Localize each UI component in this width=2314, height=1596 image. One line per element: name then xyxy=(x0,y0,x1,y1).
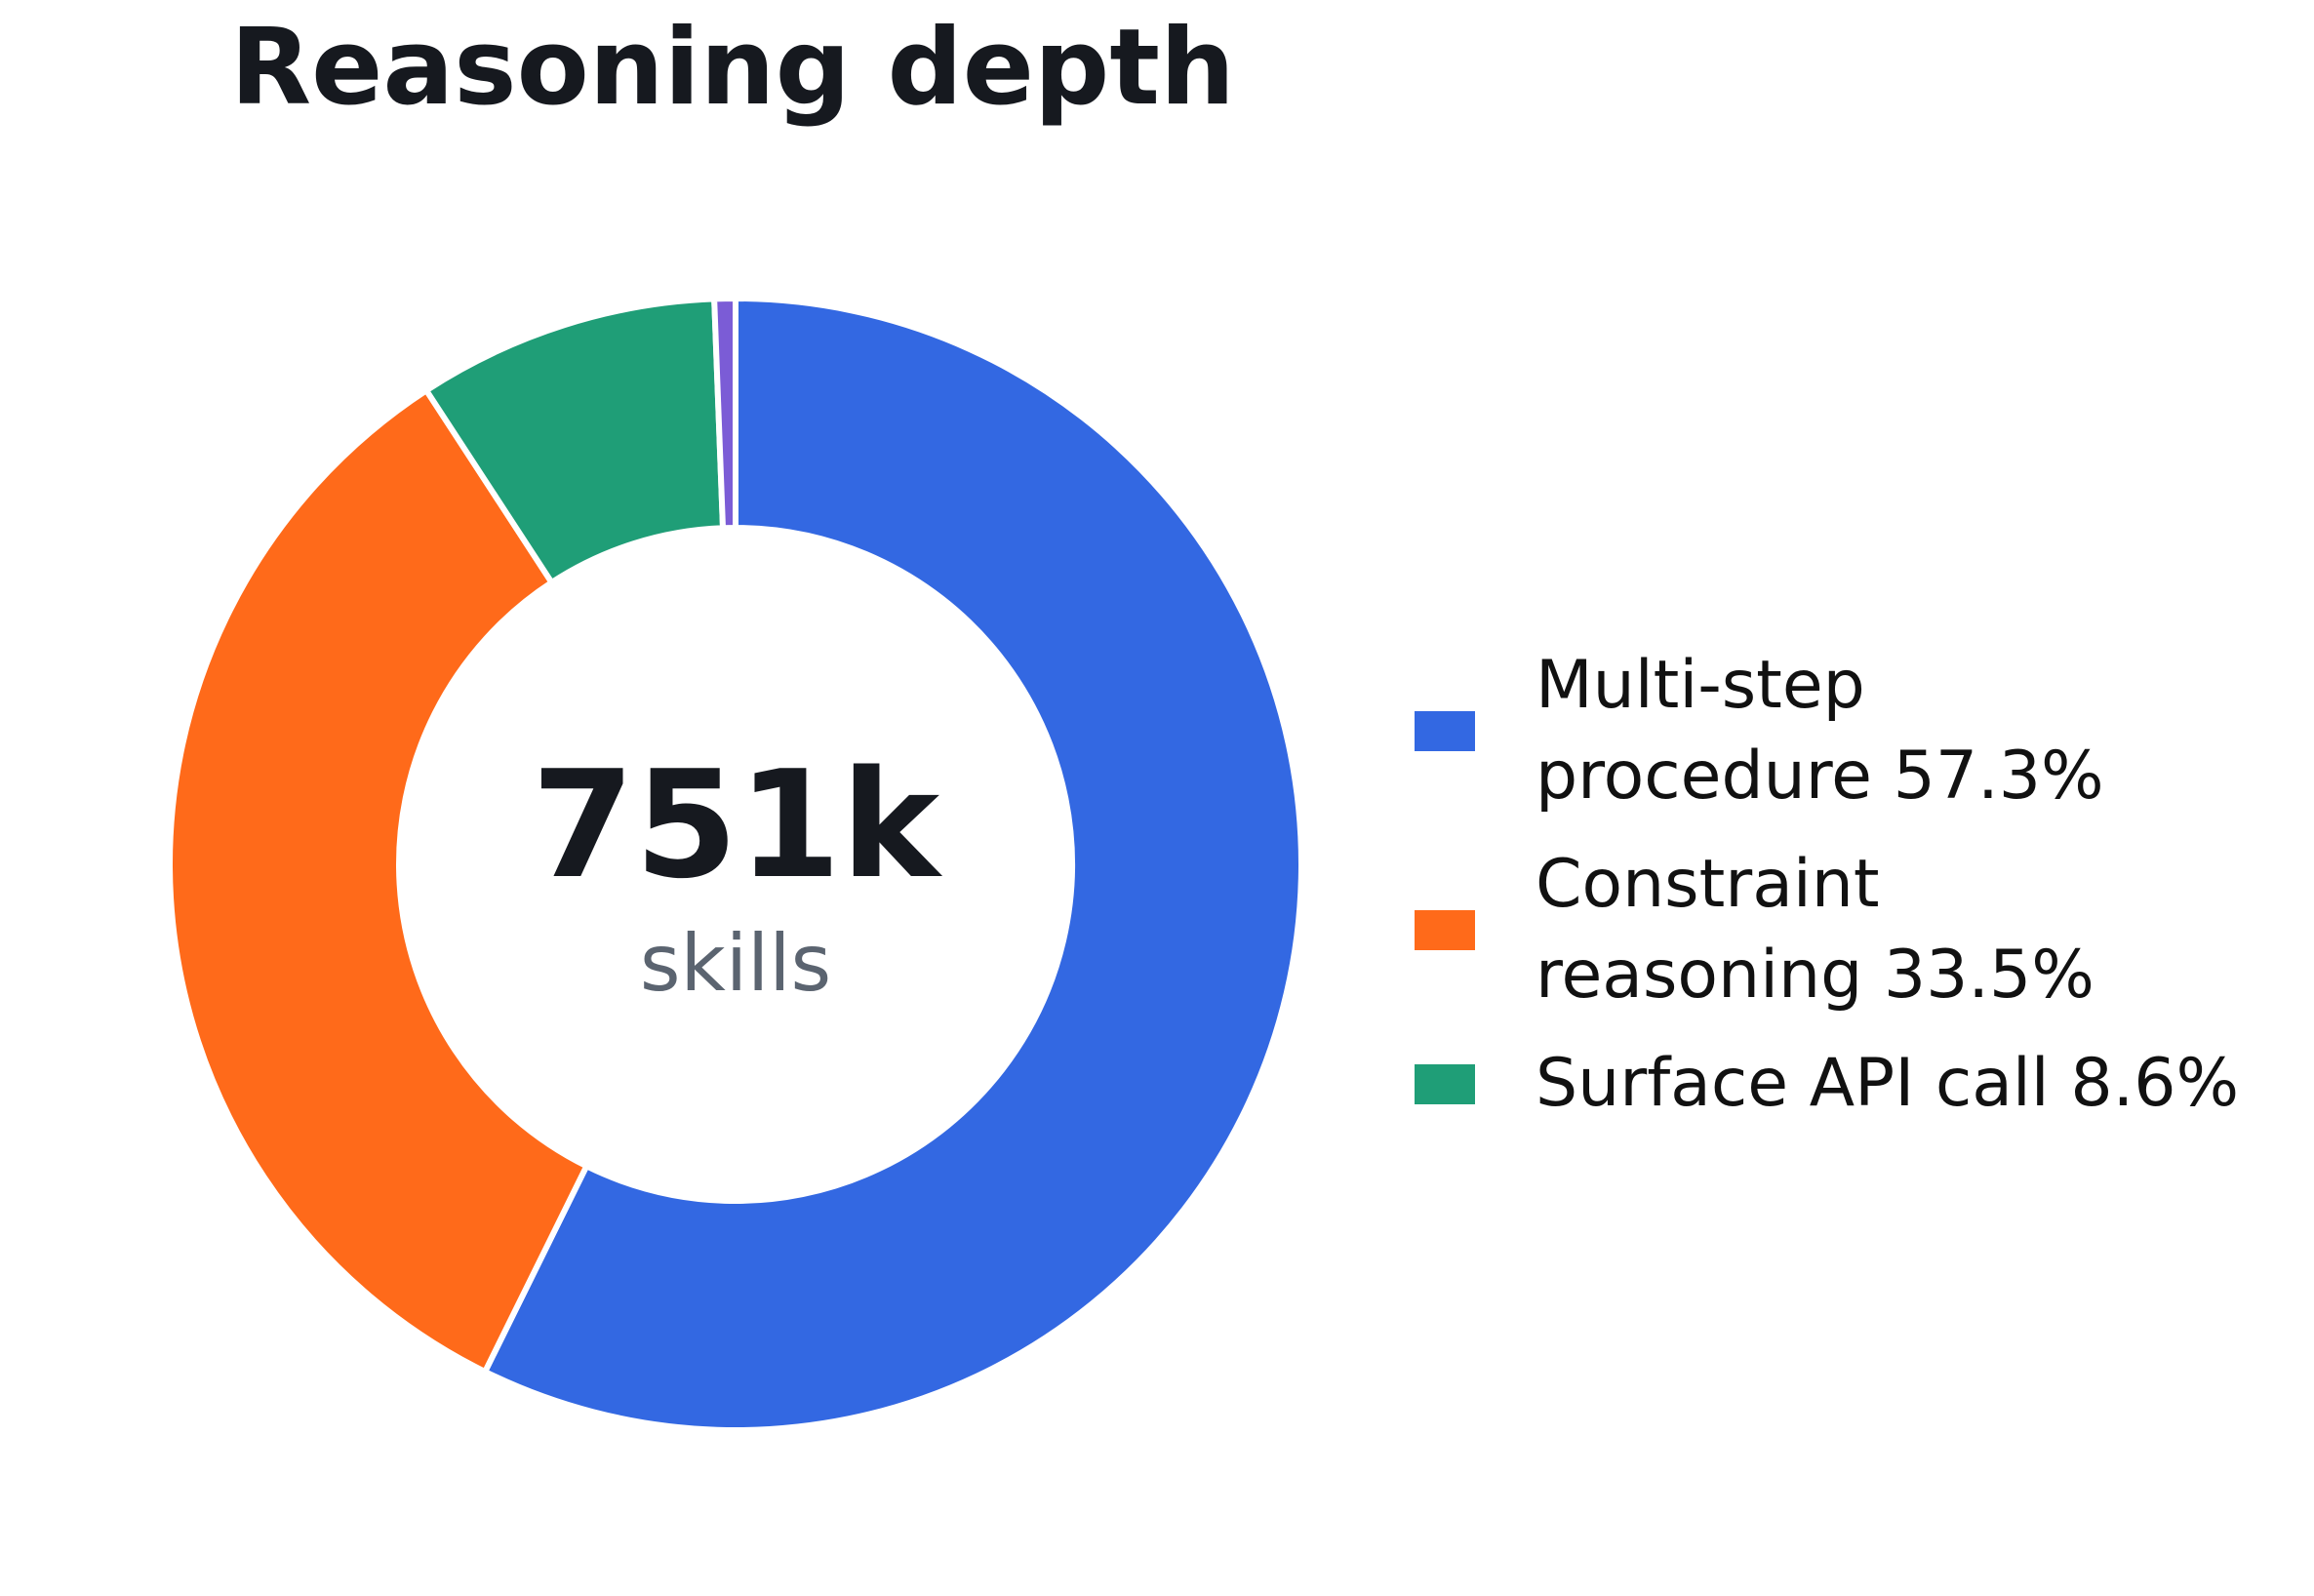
legend-item-1: Constraint reasoning 33.5% xyxy=(1415,839,2239,1020)
donut-slice-3 xyxy=(711,295,738,532)
legend-label-0-0: Multi-step xyxy=(1536,647,1865,724)
legend-label-0-1: procedure 57.3% xyxy=(1536,738,2104,815)
donut-slice-0 xyxy=(481,295,1304,1433)
legend-item-2: Surface API call 8.6% xyxy=(1415,1038,2239,1129)
legend: Multi-step procedure 57.3% Constraint reaso… xyxy=(1415,640,2239,1146)
legend-swatch-2 xyxy=(1415,1063,1475,1104)
center-value: 751k xyxy=(532,738,942,911)
legend-label-2-0: Surface API call 8.6% xyxy=(1536,1045,2240,1122)
legend-label-1-0: Constraint xyxy=(1536,846,1880,923)
donut-slices xyxy=(167,295,1304,1433)
donut-slice-1 xyxy=(167,386,591,1377)
legend-item-0: Multi-step procedure 57.3% xyxy=(1415,640,2239,821)
chart-title: Reasoning depth xyxy=(230,7,1235,129)
legend-swatch-0 xyxy=(1415,711,1475,751)
center-label: skills xyxy=(640,918,831,1009)
legend-label-1-1: reasoning 33.5% xyxy=(1536,937,2095,1014)
donut-chart: 751k skills xyxy=(167,295,1304,1433)
legend-swatch-1 xyxy=(1415,910,1475,950)
